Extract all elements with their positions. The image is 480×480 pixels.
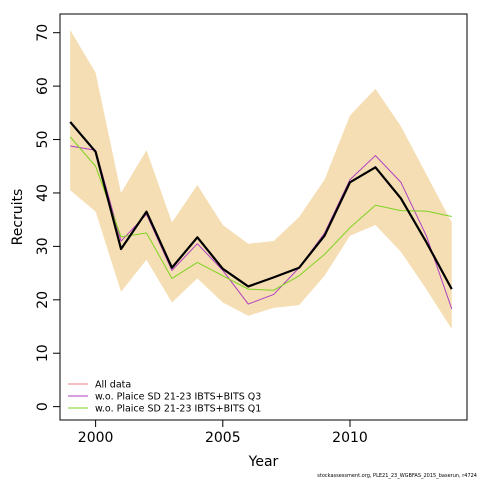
- y-tick-label: 50: [35, 131, 51, 149]
- y-tick-label: 60: [35, 77, 51, 95]
- legend-label: w.o. Plaice SD 21-23 IBTS+BITS Q1: [95, 404, 261, 415]
- footnote: stockassessment.org, PLE21_23_WGBFAS_201…: [317, 473, 477, 479]
- x-tick-label: 2005: [205, 430, 241, 446]
- series-line-0: [69, 121, 453, 290]
- series-line-1: [70, 145, 453, 310]
- legend-label: All data: [95, 380, 131, 391]
- y-axis: 0 10 20 30 40 50 60 70: [35, 24, 60, 411]
- y-tick-label: 40: [35, 184, 51, 202]
- x-tick-label: 2010: [332, 430, 368, 446]
- y-tick-label: 10: [35, 344, 51, 362]
- y-axis-title: Recruits: [10, 189, 26, 246]
- x-axis-title: Year: [248, 454, 279, 470]
- y-tick-label: 70: [35, 24, 51, 42]
- y-tick-label: 30: [35, 237, 51, 255]
- y-tick-label: 20: [35, 291, 51, 309]
- legend-label: w.o. Plaice SD 21-23 IBTS+BITS Q3: [95, 392, 261, 403]
- series-layer: [69, 121, 453, 310]
- x-axis: 2000 2005 2010: [78, 419, 368, 446]
- series-line-2: [69, 136, 452, 291]
- y-tick-label: 0: [35, 402, 51, 411]
- x-tick-label: 2000: [78, 430, 114, 446]
